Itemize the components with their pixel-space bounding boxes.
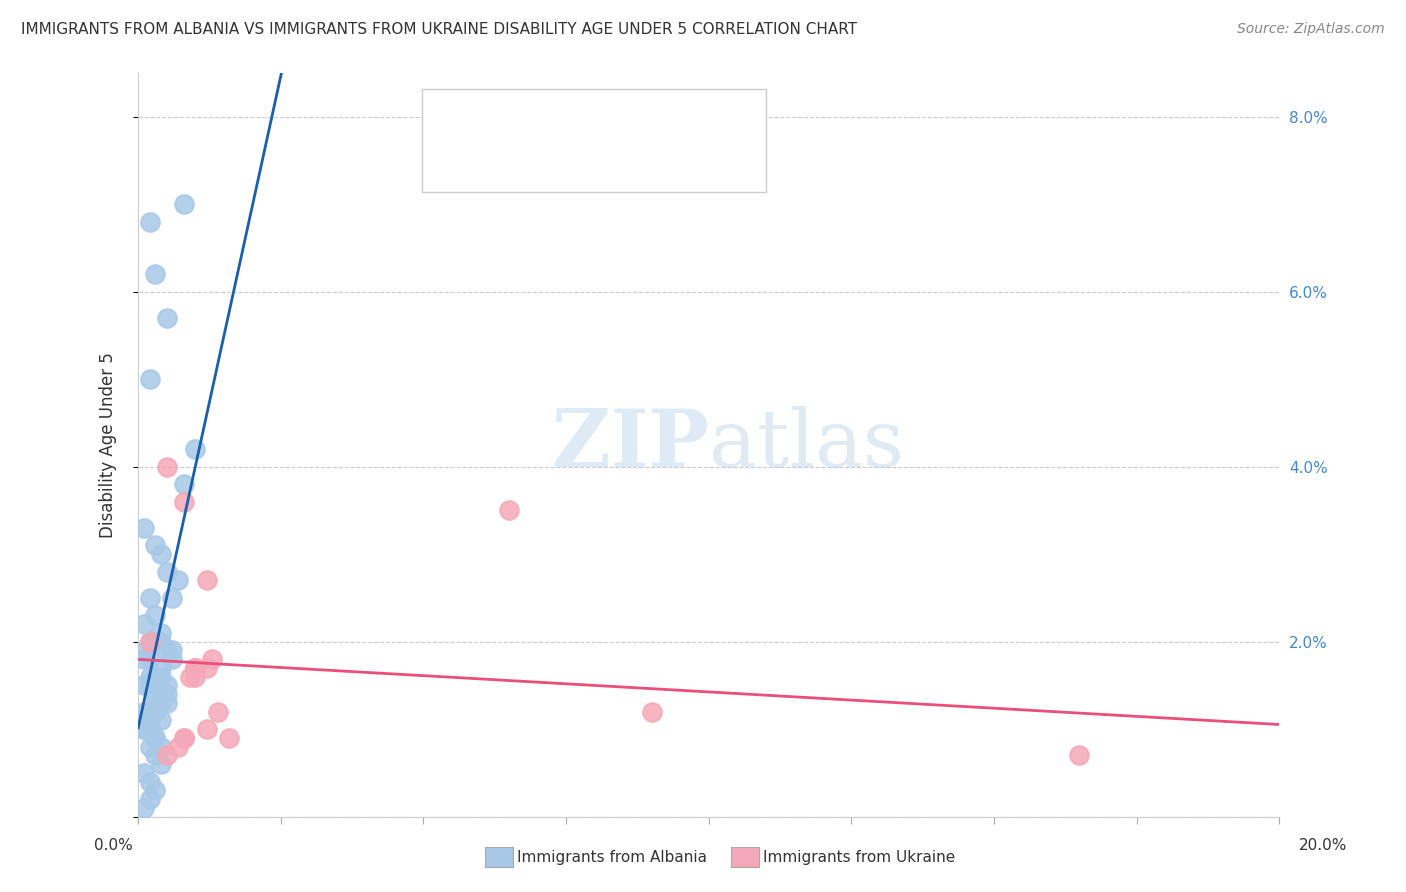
Point <box>138 634 160 648</box>
Point <box>156 696 179 710</box>
Point <box>162 591 184 605</box>
Point <box>138 652 160 666</box>
Text: IMMIGRANTS FROM ALBANIA VS IMMIGRANTS FROM UKRAINE DISABILITY AGE UNDER 5 CORREL: IMMIGRANTS FROM ALBANIA VS IMMIGRANTS FR… <box>21 22 858 37</box>
Text: R = -0.234   N = 21: R = -0.234 N = 21 <box>482 148 645 166</box>
Point <box>132 617 155 632</box>
Point <box>138 215 160 229</box>
Point <box>195 722 218 736</box>
Point <box>143 608 166 623</box>
Text: atlas: atlas <box>709 406 904 483</box>
Point <box>167 574 190 588</box>
Point <box>162 643 184 657</box>
Point <box>138 372 160 386</box>
Point <box>162 652 184 666</box>
Point <box>138 714 160 728</box>
Point <box>143 538 166 552</box>
Point <box>138 591 160 605</box>
Text: Immigrants from Albania: Immigrants from Albania <box>517 850 707 864</box>
Point <box>173 731 195 745</box>
Point <box>156 565 179 579</box>
Point <box>150 547 173 561</box>
Point <box>173 731 195 745</box>
Text: ZIP: ZIP <box>551 406 709 483</box>
Point <box>143 731 166 745</box>
Point <box>184 661 207 675</box>
Point <box>150 696 173 710</box>
Point <box>156 459 179 474</box>
Point <box>173 477 195 491</box>
Text: Source: ZipAtlas.com: Source: ZipAtlas.com <box>1237 22 1385 37</box>
Point <box>1069 748 1091 763</box>
Point <box>156 687 179 701</box>
Point <box>150 739 173 754</box>
Point <box>201 652 224 666</box>
Point <box>195 661 218 675</box>
Point <box>167 739 190 754</box>
Point <box>179 669 201 683</box>
Point <box>143 783 166 797</box>
Point <box>138 669 160 683</box>
Point <box>150 714 173 728</box>
Point <box>207 705 229 719</box>
Text: 20.0%: 20.0% <box>1299 838 1347 853</box>
Point <box>132 765 155 780</box>
Point <box>184 661 207 675</box>
Point <box>138 739 160 754</box>
Point <box>132 521 155 535</box>
Point <box>173 197 195 211</box>
Point <box>498 503 520 517</box>
Point <box>143 267 166 281</box>
Point <box>143 748 166 763</box>
Point <box>640 705 662 719</box>
Point <box>218 731 240 745</box>
Point <box>143 731 166 745</box>
Y-axis label: Disability Age Under 5: Disability Age Under 5 <box>100 351 117 538</box>
Point <box>156 678 179 692</box>
Point <box>138 678 160 692</box>
Point <box>143 634 166 648</box>
Point <box>143 634 166 648</box>
Text: 0.0%: 0.0% <box>94 838 134 853</box>
Point <box>150 625 173 640</box>
Point <box>195 574 218 588</box>
Point <box>156 748 179 763</box>
Point <box>150 661 173 675</box>
Point <box>143 705 166 719</box>
Point <box>132 714 155 728</box>
Point <box>143 687 166 701</box>
Point <box>132 678 155 692</box>
Point <box>143 669 166 683</box>
Point <box>184 661 207 675</box>
Point <box>156 643 179 657</box>
Point <box>173 494 195 508</box>
Point <box>150 757 173 772</box>
Text: Immigrants from Ukraine: Immigrants from Ukraine <box>763 850 956 864</box>
Point <box>138 722 160 736</box>
Point <box>138 634 160 648</box>
Text: R = -0.002   N = 60: R = -0.002 N = 60 <box>482 110 645 128</box>
Point <box>132 705 155 719</box>
Point <box>138 722 160 736</box>
Point <box>150 634 173 648</box>
Point <box>156 310 179 325</box>
Point <box>150 669 173 683</box>
Point <box>132 652 155 666</box>
Point <box>184 669 207 683</box>
Point <box>184 442 207 457</box>
Point <box>138 792 160 806</box>
Point <box>132 722 155 736</box>
Point <box>138 705 160 719</box>
Point <box>132 801 155 815</box>
Point <box>138 774 160 789</box>
Point <box>143 696 166 710</box>
Point <box>132 722 155 736</box>
Point <box>132 643 155 657</box>
